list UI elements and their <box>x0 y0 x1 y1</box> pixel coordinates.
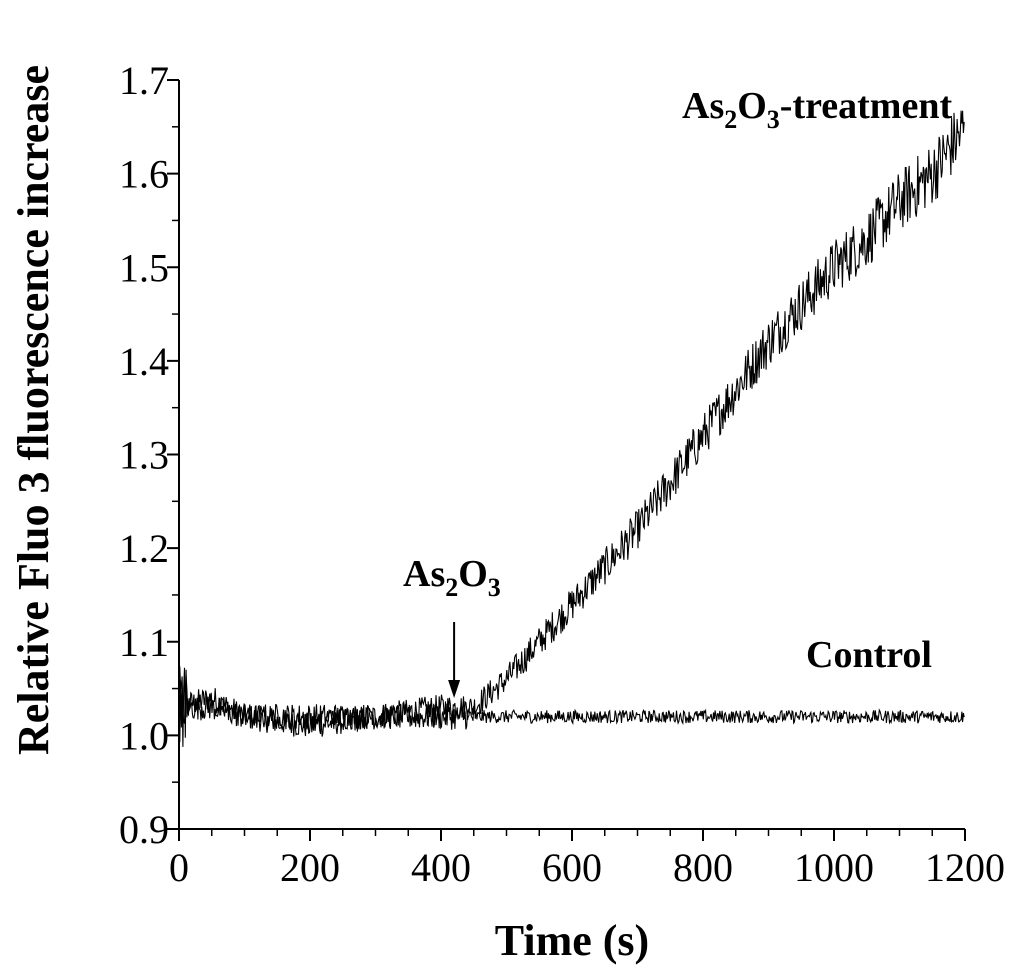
x-tick-label: 400 <box>411 845 471 890</box>
y-tick-label: 0.9 <box>119 807 169 852</box>
y-tick-label: 1.1 <box>119 620 169 665</box>
y-tick-label: 1.3 <box>119 433 169 478</box>
y-tick-label: 1.5 <box>119 245 169 290</box>
y-tick-label: 1.2 <box>119 526 169 571</box>
injection-arrow <box>448 622 461 698</box>
treatment-label: As2O3-treatment <box>682 85 952 134</box>
ticks: 0 200 400 600 800 1000 1200 0.9 1.0 1.1 1.2 1.3 1.4 1… <box>119 58 1005 890</box>
y-tick-label: 1.0 <box>119 713 169 758</box>
x-tick-label: 1000 <box>794 845 874 890</box>
injection-label: As2O3 <box>403 553 501 602</box>
series-line-control <box>178 667 965 747</box>
injection-arrow-head <box>448 680 461 698</box>
x-axis-title: Time (s) <box>495 916 649 965</box>
control-label: Control <box>806 634 932 676</box>
y-tick-label: 1.7 <box>119 58 169 103</box>
series-group <box>178 110 965 747</box>
y-tick-label: 1.4 <box>119 339 169 384</box>
x-tick-label: 200 <box>280 845 340 890</box>
x-tick-label: 600 <box>542 845 602 890</box>
x-tick-label: 800 <box>673 845 733 890</box>
y-axis-title: Relative Fluo 3 fluorescence increase <box>9 65 58 755</box>
series-line-treatment <box>178 110 965 737</box>
x-tick-label: 0 <box>169 845 189 890</box>
x-tick-label: 1200 <box>925 845 1005 890</box>
y-tick-label: 1.6 <box>119 152 169 197</box>
